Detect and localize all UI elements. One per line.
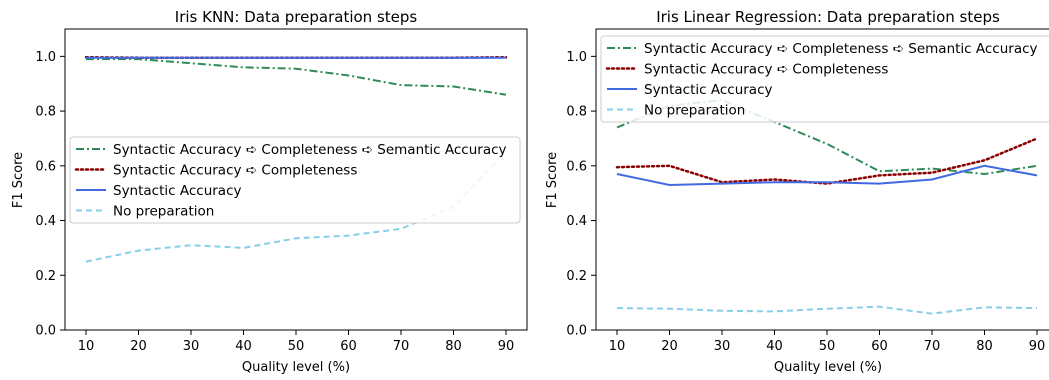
y-tick-label: 0.2 [566, 269, 587, 284]
y-tick-label: 0.8 [566, 105, 587, 120]
x-tick-label: 60 [340, 339, 357, 354]
x-tick-label: 70 [393, 339, 410, 354]
y-tick-label: 0.8 [35, 105, 56, 120]
x-tick-label: 10 [609, 339, 626, 354]
y-tick-label: 0.0 [566, 324, 587, 339]
x-tick-label: 90 [498, 339, 515, 354]
x-tick-label: 90 [1029, 339, 1046, 354]
legend-entry: No preparation [113, 204, 214, 220]
series-line-0 [86, 58, 507, 96]
legend-entry: No preparation [644, 103, 745, 119]
y-tick-label: 0.6 [566, 159, 587, 174]
legend-entry: Syntactic Accuracy [113, 183, 242, 199]
y-tick-label: 0.4 [566, 214, 587, 229]
axes-frame [595, 28, 1049, 331]
legend-box [600, 35, 1049, 123]
x-tick-label: 30 [714, 339, 731, 354]
legend: Syntactic Accuracy ➪ Completeness ➪ Sema… [69, 136, 521, 224]
y-axis-label: F1 Score [545, 152, 560, 208]
y-axis-label: F1 Score [11, 152, 26, 208]
x-tick-label: 20 [661, 339, 678, 354]
x-tick-label: 20 [130, 339, 147, 354]
legend-entry: Syntactic Accuracy ➪ Completeness ➪ Sema… [113, 142, 507, 158]
legend-box [69, 136, 521, 224]
series-line-0 [616, 99, 1038, 176]
x-tick-label: 40 [766, 339, 783, 354]
y-tick-label: 0.6 [35, 159, 56, 174]
legend-entry: Syntactic Accuracy ➪ Completeness [113, 163, 357, 179]
x-tick-label: 10 [78, 339, 95, 354]
legend-entry: Syntactic Accuracy [644, 82, 773, 98]
y-tick-label: 0.4 [35, 214, 56, 229]
x-tick-label: 80 [445, 339, 462, 354]
series-line-2 [616, 164, 1038, 187]
series-line-1 [615, 137, 1039, 185]
legend-entry: Syntactic Accuracy ➪ Completeness [644, 62, 888, 78]
series-line-3 [616, 305, 1038, 315]
chart-panel-linear-regression: Iris Linear Regression: Data preparation… [545, 8, 1049, 375]
x-tick-label: 40 [235, 339, 252, 354]
x-tick-label: 30 [183, 339, 200, 354]
y-tick-label: 0.2 [35, 269, 56, 284]
x-axis-label: Quality level (%) [242, 360, 350, 375]
y-tick-label: 1.0 [35, 50, 56, 65]
x-axis-label: Quality level (%) [774, 360, 882, 375]
x-tick-label: 60 [871, 339, 888, 354]
x-tick-label: 50 [819, 339, 836, 354]
x-tick-label: 70 [924, 339, 941, 354]
legend: Syntactic Accuracy ➪ Completeness ➪ Sema… [600, 35, 1049, 123]
chart-title: Iris KNN: Data preparation steps [175, 8, 418, 26]
y-tick-label: 0.0 [35, 324, 56, 339]
x-tick-label: 80 [976, 339, 993, 354]
x-tick-label: 50 [288, 339, 305, 354]
chart-title: Iris Linear Regression: Data preparation… [656, 8, 1000, 26]
chart-panel-knn: Iris KNN: Data preparation steps 10 20 30 4… [11, 8, 528, 375]
axes-frame [64, 28, 528, 331]
y-tick-label: 1.0 [566, 50, 587, 65]
legend-entry: Syntactic Accuracy ➪ Completeness ➪ Sema… [644, 41, 1038, 57]
plot-area: 10 20 30 40 50 60 70 80 90 0.0 0.2 0.4 0.6 0.8 1.0 [566, 50, 1045, 354]
plot-area: 10 20 30 40 50 60 70 80 90 0.0 0.2 0.4 0.6 0.8 1.0 [35, 50, 514, 354]
